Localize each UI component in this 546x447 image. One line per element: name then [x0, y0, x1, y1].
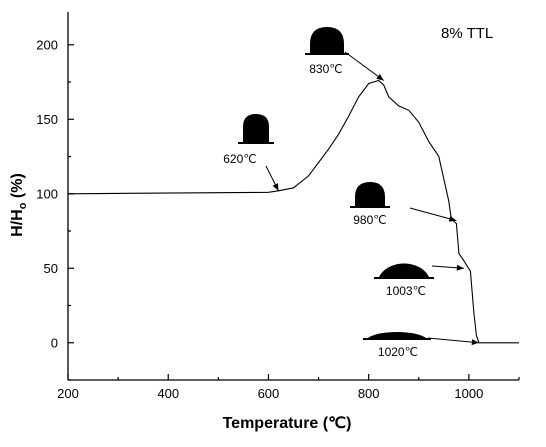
y-axis-title-sub: o	[17, 202, 29, 209]
legend-text: 8% TTL	[441, 25, 493, 42]
droplet-shape	[379, 263, 429, 277]
y-tick-label: 0	[51, 335, 58, 350]
y-tick-label: 100	[36, 186, 58, 201]
annotation-arrowhead	[376, 73, 384, 81]
droplet-shape	[355, 182, 385, 206]
droplet-shape	[310, 27, 344, 53]
annotation-label: 980℃	[353, 213, 387, 227]
series-layer	[67, 79, 519, 344]
x-tick-label: 1000	[454, 386, 483, 401]
annotation-arrowhead	[272, 183, 279, 191]
x-axis-title: Temperature (℃)	[223, 415, 352, 432]
y-tick-label: 50	[44, 261, 58, 276]
axes: 200 400 600 800 1000 0 50 100 150 200	[36, 12, 520, 401]
annotation-arrowhead	[456, 264, 464, 271]
y-tick-label: 150	[36, 112, 58, 127]
y-axis-title-unit: (%)	[9, 173, 26, 202]
y-axis-title: H/Ho (%)	[9, 173, 29, 237]
y-tick-label: 200	[36, 37, 58, 52]
annotation-arrow	[344, 51, 384, 81]
droplet-shape	[243, 114, 269, 142]
droplet-shape	[368, 332, 426, 338]
y-axis-title-main: H/H	[9, 209, 26, 237]
series-line	[67, 79, 519, 344]
x-tick-label: 200	[57, 386, 79, 401]
annotation-label: 620℃	[223, 152, 257, 166]
x-tick-label: 600	[258, 386, 280, 401]
x-tick-label: 400	[157, 386, 179, 401]
annotation-label: 1003℃	[386, 284, 426, 298]
annotation-arrow	[409, 207, 457, 222]
annotation-label: 830℃	[309, 62, 343, 76]
annotations: 620℃ 830℃ 980℃ 1003℃ 1020℃	[223, 27, 479, 359]
annotation-arrow	[427, 337, 479, 344]
annotation-arrowhead	[448, 215, 457, 222]
x-tick-label: 800	[358, 386, 380, 401]
annotation-label: 1020℃	[378, 345, 418, 359]
annotation-arrowhead	[471, 339, 479, 346]
